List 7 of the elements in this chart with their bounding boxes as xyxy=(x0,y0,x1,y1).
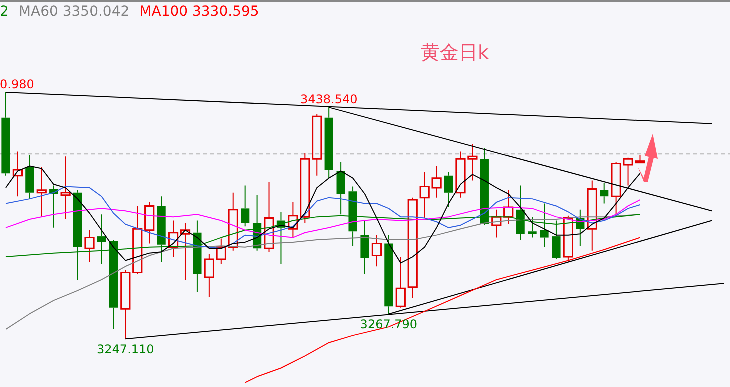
text: 2 xyxy=(0,4,9,20)
annotation: 3247.110 xyxy=(97,342,154,356)
text: MA60 3350.042 xyxy=(18,4,130,20)
annotation: 3438.540 xyxy=(300,92,358,107)
text: MA100 3330.595 xyxy=(140,4,260,20)
annotation: 0.980 xyxy=(0,78,34,92)
chart-title: 黄金日k xyxy=(421,41,490,66)
